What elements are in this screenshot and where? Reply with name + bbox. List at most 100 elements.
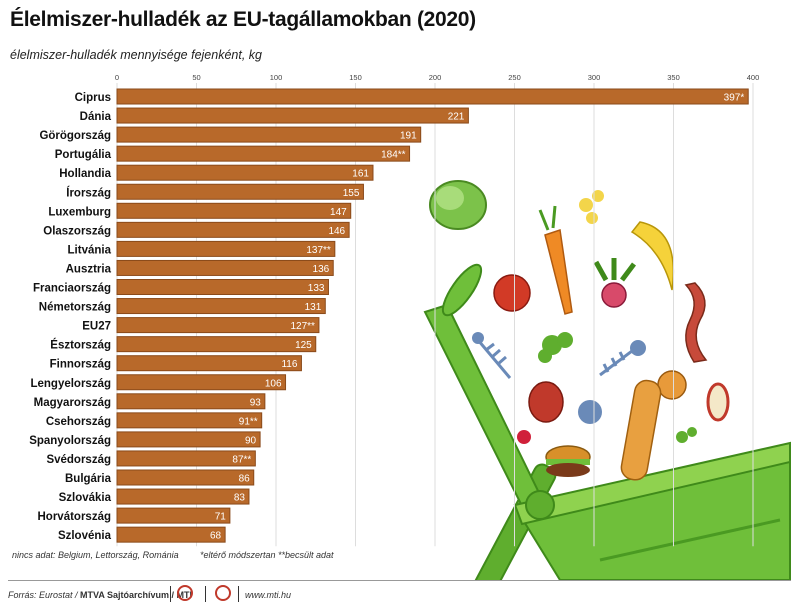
bar — [116, 507, 231, 524]
value-label: 133 — [308, 283, 325, 294]
bar — [116, 355, 302, 372]
category-label: Luxemburg — [48, 206, 111, 218]
category-label: Lengyelország — [30, 378, 111, 390]
footer: Forrás: Eurostat / MTVA Sajtóarchívum / … — [0, 580, 799, 610]
value-label: 191 — [400, 131, 417, 142]
x-tick-label: 100 — [270, 73, 283, 82]
bar — [116, 221, 350, 238]
bar — [116, 202, 352, 219]
bar-chart: 0 50 100 150 200 250 300 350 400 Ciprus Dánia Görö… — [12, 73, 791, 580]
value-label: 136 — [313, 264, 330, 275]
source-text: Forrás: Eurostat / MTVA Sajtóarchívum / … — [8, 590, 192, 600]
category-label: Horvátország — [38, 511, 112, 523]
value-label: 71 — [215, 512, 227, 523]
source-agency: MTVA Sajtóarchívum / MTI — [80, 590, 193, 600]
footer-separator — [238, 586, 239, 602]
value-label: 161 — [352, 169, 369, 180]
source-prefix: Forrás: Eurostat / — [8, 590, 81, 600]
bar — [116, 88, 749, 105]
value-label: 131 — [305, 302, 322, 313]
bar — [116, 183, 364, 200]
mti-logo-icon — [215, 585, 231, 601]
footer-divider — [8, 580, 791, 581]
x-tick-label: 150 — [349, 73, 362, 82]
category-labels: Ciprus Dánia Görögország Portugália Hollandi… — [29, 92, 111, 542]
bar — [116, 526, 226, 543]
footer-url: www.mti.hu — [245, 590, 292, 600]
bar — [116, 412, 263, 429]
note-different-method: *eltérő módszertan — [200, 550, 276, 560]
category-label: Olaszország — [43, 225, 111, 237]
bar — [116, 488, 250, 505]
category-label: Spanyolország — [29, 435, 111, 447]
bar — [116, 469, 255, 486]
category-label: Litvánia — [68, 244, 112, 256]
bar — [116, 164, 374, 181]
value-labels: 397* 221 191 184** 161 155 147 146 137** 136 133 13… — [210, 93, 744, 542]
category-label: Szlovénia — [58, 530, 112, 542]
value-label: 91** — [239, 416, 258, 427]
category-label: Észtország — [50, 339, 111, 352]
value-label: 106 — [265, 378, 282, 389]
value-label: 147 — [330, 207, 347, 218]
value-label: 83 — [234, 493, 246, 504]
value-label: 125 — [295, 340, 312, 351]
x-axis-ticks: 0 50 100 150 200 250 300 350 400 — [115, 73, 759, 82]
category-label: Ciprus — [75, 92, 111, 104]
bar — [116, 431, 261, 448]
footer-separator — [170, 586, 171, 602]
bar — [116, 298, 326, 315]
category-label: Franciaország — [33, 283, 111, 295]
bar — [116, 279, 329, 295]
category-label: Görögország — [39, 130, 111, 142]
value-label: 397* — [724, 93, 745, 104]
bar — [116, 393, 266, 410]
value-label: 90 — [245, 435, 257, 446]
bar — [116, 107, 469, 124]
food-waste-bin-illustration — [423, 180, 791, 580]
category-label: Írország — [66, 186, 111, 199]
category-label: Dánia — [80, 111, 112, 123]
value-label: 155 — [343, 188, 360, 199]
note-no-data: nincs adat: Belgium, Lettország, Románia — [12, 550, 179, 560]
bar — [116, 374, 287, 391]
footer-separator — [205, 586, 206, 602]
category-label: Portugália — [55, 149, 112, 161]
value-label: 137** — [306, 245, 331, 256]
value-label: 116 — [281, 359, 297, 370]
category-label: Szlovákia — [59, 492, 112, 504]
value-label: 93 — [250, 397, 262, 408]
x-tick-label: 350 — [667, 73, 680, 82]
x-tick-label: 0 — [115, 73, 119, 82]
x-tick-label: 50 — [192, 73, 200, 82]
value-label: 146 — [328, 226, 345, 237]
bar — [116, 240, 336, 257]
category-label: Svédország — [46, 454, 111, 466]
chart-bars — [116, 88, 749, 543]
bar — [116, 126, 422, 143]
bar — [116, 336, 317, 353]
category-label: Németország — [39, 302, 111, 314]
bar — [116, 259, 334, 276]
bar — [116, 317, 320, 334]
value-label: 127** — [290, 321, 315, 332]
bar — [116, 145, 411, 162]
category-label: Ausztria — [66, 263, 112, 275]
category-label: Csehország — [46, 416, 111, 428]
category-label: Bulgária — [65, 473, 112, 485]
value-label: 68 — [210, 531, 222, 542]
x-tick-label: 300 — [588, 73, 601, 82]
x-tick-label: 250 — [508, 73, 521, 82]
value-label: 87** — [232, 454, 251, 465]
category-label: Hollandia — [59, 168, 111, 180]
category-label: Magyarország — [34, 397, 111, 409]
category-label: EU27 — [82, 321, 111, 333]
value-label: 221 — [448, 112, 465, 123]
bar — [116, 450, 256, 467]
value-label: 184** — [381, 150, 406, 161]
chart-subtitle: élelmiszer-hulladék mennyisége fejenként… — [10, 48, 262, 62]
value-label: 86 — [239, 474, 251, 485]
category-label: Finnország — [50, 359, 111, 371]
x-tick-label: 400 — [747, 73, 760, 82]
chart-title: Élelmiszer-hulladék az EU-tagállamokban … — [10, 8, 476, 31]
